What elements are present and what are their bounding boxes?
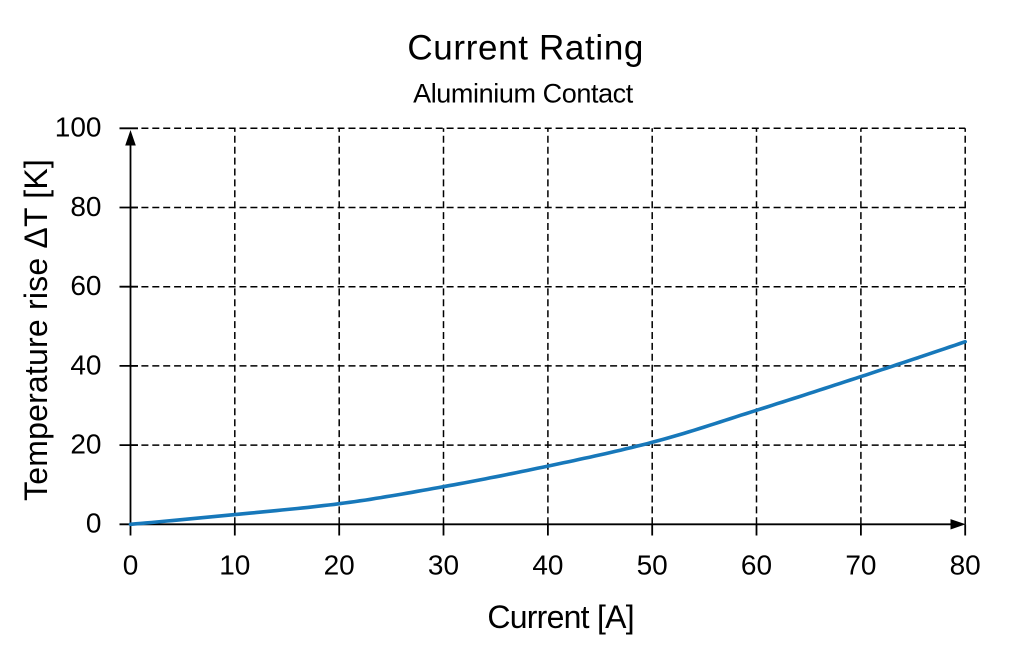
svg-text:60: 60	[70, 270, 101, 301]
svg-text:Current [A]: Current [A]	[487, 599, 633, 635]
svg-text:Temperature rise ΔT [K]: Temperature rise ΔT [K]	[18, 159, 54, 501]
svg-text:70: 70	[845, 550, 876, 581]
svg-text:0: 0	[86, 508, 102, 539]
svg-text:10: 10	[219, 550, 250, 581]
svg-text:30: 30	[428, 550, 459, 581]
svg-text:80: 80	[70, 191, 101, 222]
svg-text:50: 50	[637, 550, 668, 581]
svg-text:20: 20	[70, 429, 101, 460]
svg-text:Aluminium Contact: Aluminium Contact	[413, 78, 634, 108]
svg-text:0: 0	[123, 550, 139, 581]
svg-text:100: 100	[55, 112, 102, 143]
svg-text:80: 80	[950, 550, 981, 581]
svg-text:20: 20	[324, 550, 355, 581]
svg-text:60: 60	[741, 550, 772, 581]
svg-text:40: 40	[532, 550, 563, 581]
svg-text:Current Rating: Current Rating	[407, 28, 644, 67]
svg-text:40: 40	[70, 349, 101, 380]
